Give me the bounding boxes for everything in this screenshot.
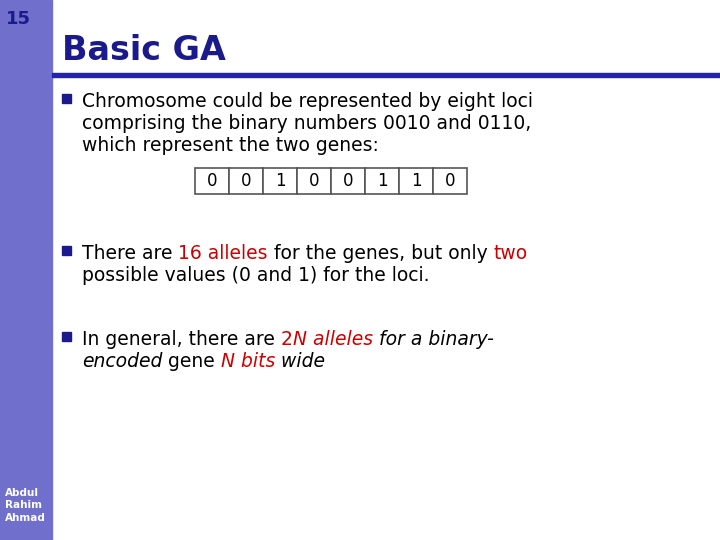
Text: 1: 1: [377, 172, 387, 190]
Text: 1: 1: [410, 172, 421, 190]
Bar: [331, 168, 365, 194]
Bar: [62, 332, 71, 341]
Bar: [365, 168, 399, 194]
Bar: [62, 246, 71, 254]
Text: which represent the two genes:: which represent the two genes:: [82, 136, 379, 155]
Text: 0: 0: [240, 172, 251, 190]
Text: gene: gene: [163, 352, 221, 371]
Bar: [0, 0, 52, 540]
Text: 0: 0: [207, 172, 217, 190]
Text: There are: There are: [82, 244, 179, 263]
Bar: [433, 168, 467, 194]
Text: 15: 15: [6, 10, 31, 28]
Text: 1: 1: [275, 172, 285, 190]
Text: for a binary-: for a binary-: [373, 330, 494, 349]
Text: Chromosome could be represented by eight loci: Chromosome could be represented by eight…: [82, 92, 533, 111]
Text: 0: 0: [445, 172, 455, 190]
Text: possible values (0 and 1) for the loci.: possible values (0 and 1) for the loci.: [82, 266, 430, 285]
Text: N alleles: N alleles: [293, 330, 373, 349]
Text: 16 alleles: 16 alleles: [179, 244, 268, 263]
Text: encoded: encoded: [82, 352, 163, 371]
Text: Basic GA: Basic GA: [62, 34, 226, 67]
Text: In general, there are: In general, there are: [82, 330, 281, 349]
Text: wide: wide: [275, 352, 325, 371]
Text: 0: 0: [309, 172, 319, 190]
Bar: [263, 168, 297, 194]
Bar: [62, 93, 71, 103]
Bar: [399, 168, 433, 194]
Text: N bits: N bits: [221, 352, 275, 371]
Text: two: two: [494, 244, 528, 263]
Bar: [297, 168, 331, 194]
Text: for the genes, but only: for the genes, but only: [268, 244, 494, 263]
Bar: [195, 168, 229, 194]
Text: 0: 0: [343, 172, 354, 190]
Text: 2: 2: [281, 330, 293, 349]
Text: comprising the binary numbers 0010 and 0110,: comprising the binary numbers 0010 and 0…: [82, 114, 531, 133]
Bar: [52, 73, 720, 77]
Text: Abdul
Rahim
Ahmad: Abdul Rahim Ahmad: [5, 488, 46, 523]
Bar: [229, 168, 263, 194]
